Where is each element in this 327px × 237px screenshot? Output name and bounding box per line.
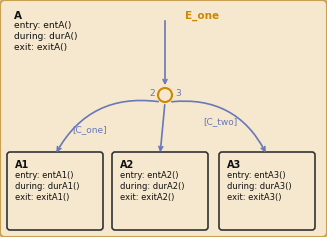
Text: [C_two]: [C_two]: [203, 118, 237, 127]
Text: exit: exitA1(): exit: exitA1(): [15, 193, 69, 202]
Text: entry: entA2(): entry: entA2(): [120, 171, 179, 180]
FancyBboxPatch shape: [7, 152, 103, 230]
Text: exit: exitA3(): exit: exitA3(): [227, 193, 282, 202]
Text: A: A: [14, 11, 22, 21]
Text: exit: exitA2(): exit: exitA2(): [120, 193, 174, 202]
Text: [C_one]: [C_one]: [73, 126, 107, 135]
Text: A1: A1: [15, 160, 29, 170]
Text: during: durA3(): during: durA3(): [227, 182, 292, 191]
Text: A2: A2: [120, 160, 134, 170]
Text: E_one: E_one: [185, 11, 219, 21]
Text: exit: exitA(): exit: exitA(): [14, 43, 67, 52]
Text: 3: 3: [175, 90, 181, 99]
FancyBboxPatch shape: [219, 152, 315, 230]
Text: entry: entA1(): entry: entA1(): [15, 171, 74, 180]
Text: A3: A3: [227, 160, 241, 170]
Text: entry: entA(): entry: entA(): [14, 21, 71, 30]
Text: 2: 2: [149, 90, 155, 99]
FancyBboxPatch shape: [112, 152, 208, 230]
Text: during: durA(): during: durA(): [14, 32, 77, 41]
Text: entry: entA3(): entry: entA3(): [227, 171, 285, 180]
Text: during: durA2(): during: durA2(): [120, 182, 184, 191]
Text: during: durA1(): during: durA1(): [15, 182, 79, 191]
